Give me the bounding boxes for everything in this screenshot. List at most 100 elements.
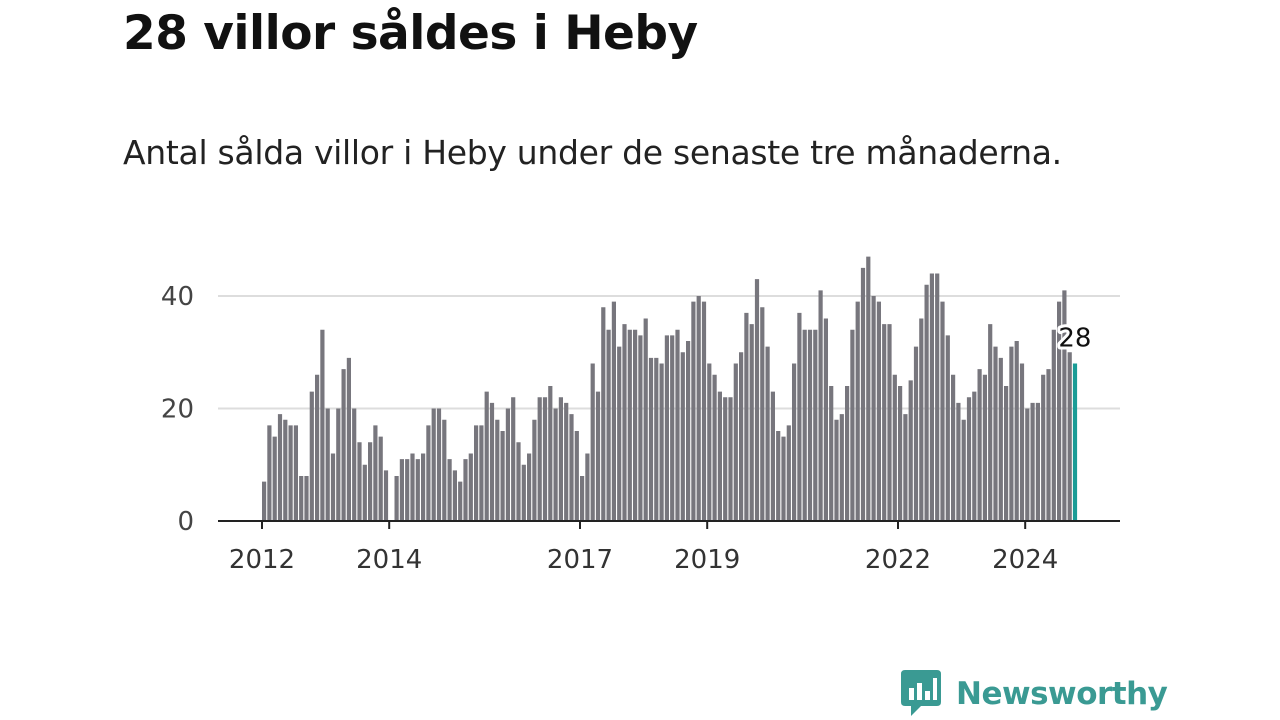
bar [627,329,632,521]
bar [940,301,945,521]
bar [972,391,977,521]
bar [908,380,913,521]
bar [998,357,1003,521]
bar [484,391,489,521]
bar [309,391,314,521]
bar [315,374,320,521]
bar [272,436,277,521]
bar [1062,290,1067,521]
bar [505,408,510,521]
bar [903,414,908,521]
bar [1041,374,1046,521]
bar [850,329,855,521]
bar [452,470,457,521]
bar [458,481,463,521]
bar [829,386,834,521]
bar [776,431,781,521]
bar [442,419,447,521]
bar [277,414,283,521]
bar [898,386,903,521]
bar [696,296,701,521]
bar [961,419,966,521]
bar [521,464,526,521]
highlight-bar [1072,363,1078,521]
bar [977,369,982,521]
bar [733,363,738,521]
bar [876,301,881,521]
bar [675,329,680,521]
bar [431,408,436,521]
x-tick-label: 2012 [229,545,295,575]
bar [537,397,542,521]
bar [707,363,712,521]
bar [813,329,818,521]
bar [262,481,267,521]
bar-chart: 0 20 40 2012 2014 2017 2019 2022 2024 28 [161,256,1120,575]
bar [606,329,611,521]
x-tick-label: 2017 [547,545,613,575]
bar [728,397,733,521]
bar [293,425,298,521]
bar [527,453,532,521]
bar [564,402,569,521]
bar [542,397,548,521]
bar [511,397,516,521]
bar [855,301,860,521]
bar [802,329,807,521]
bar [489,402,495,521]
bar [818,290,823,521]
bar [410,453,415,521]
bar [982,374,987,521]
bar [595,391,601,521]
bar [1004,386,1009,521]
bar [951,374,956,521]
bar [341,369,346,521]
x-tick-label: 2019 [674,545,740,575]
bar [701,301,707,521]
bar [712,374,717,521]
bar [516,442,521,521]
bar [622,324,627,521]
bar [966,397,972,521]
bar [330,453,336,521]
bar [664,335,669,521]
bar [1067,352,1072,521]
bar [887,324,892,521]
bar [792,363,797,521]
bar [765,346,770,521]
highlight-value-label: 28 [1058,324,1091,354]
bar [1046,369,1051,521]
chart-subtitle: Antal sålda villor i Heby under de senas… [123,133,1062,172]
bar [479,425,484,521]
bar [283,419,288,521]
x-tick-label: 2024 [992,545,1058,575]
bar [993,346,998,521]
x-tick-label: 2022 [865,545,931,575]
bar [834,419,839,521]
bar [304,476,309,521]
bar [770,391,775,521]
bar [659,363,664,521]
bar [823,318,828,521]
bar [590,363,595,521]
bar [781,436,786,521]
bar [500,431,505,521]
bar [744,312,749,521]
bar [617,346,622,521]
bar [320,329,325,521]
bar [267,425,272,521]
bar [797,312,802,521]
bar [1057,301,1062,521]
bar [601,307,606,521]
bar [691,301,696,521]
bar [638,335,643,521]
bar [648,357,654,521]
bar [394,476,399,521]
bar [717,391,722,521]
bar [558,397,563,521]
bar [357,442,362,521]
bar [325,408,330,521]
bar [336,408,341,521]
bar [585,453,590,521]
y-tick-label: 40 [161,282,194,312]
